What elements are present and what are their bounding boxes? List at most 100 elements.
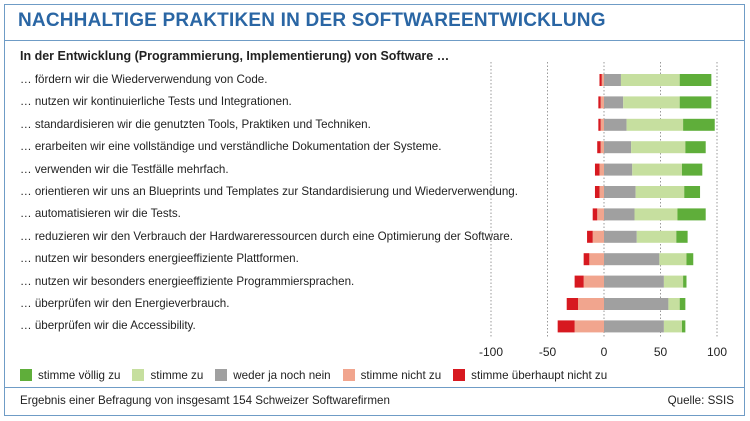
bar-segment-stimme-ueberhaupt-nicht-zu [583, 253, 590, 266]
bar-segment-stimme-ueberhaupt-nicht-zu [598, 96, 601, 109]
bar-segment-weder-noch [604, 230, 637, 243]
bar-segment-stimme-ueberhaupt-nicht-zu [594, 163, 600, 176]
x-tick-label: -100 [478, 345, 504, 359]
bar-segment-weder-noch [604, 275, 664, 288]
bar-segment-stimme-voellig-zu [681, 320, 686, 333]
bar-segment-stimme-zu [636, 230, 677, 243]
legend-swatch [453, 369, 466, 381]
category-label: … erarbeiten wir eine vollständige und v… [20, 140, 442, 154]
bar-segment-weder-noch [604, 118, 627, 131]
legend-label: stimme überhaupt nicht zu [471, 368, 608, 382]
bar-segment-stimme-nicht-zu [597, 208, 604, 221]
bar-segment-weder-noch [604, 208, 635, 221]
survey-note: Ergebnis einer Befragung von insgesamt 1… [20, 394, 390, 407]
bar-segment-stimme-zu [631, 141, 686, 154]
legend-swatch [342, 369, 355, 381]
x-tick-label: 50 [653, 345, 668, 359]
bar-segment-stimme-voellig-zu [679, 74, 712, 86]
bar-segment-stimme-ueberhaupt-nicht-zu [566, 298, 579, 310]
bar-segment-stimme-ueberhaupt-nicht-zu [574, 275, 584, 288]
legend-label: stimme zu [150, 368, 204, 382]
bar-segment-stimme-zu [668, 298, 680, 310]
bar-segment-weder-noch [604, 163, 633, 176]
bar-segment-stimme-ueberhaupt-nicht-zu [599, 74, 602, 86]
bar-segment-stimme-voellig-zu [681, 163, 703, 176]
bar-segment-stimme-zu [632, 163, 682, 176]
category-label: … nutzen wir kontinuierliche Tests und I… [20, 95, 292, 109]
bar-segment-weder-noch [604, 141, 632, 154]
legend-item: stimme völlig zu [20, 369, 120, 382]
bar-segment-stimme-ueberhaupt-nicht-zu [594, 186, 600, 198]
category-label: … fördern wir die Wiederverwendung von C… [20, 73, 268, 86]
bar-segment-weder-noch [604, 320, 664, 333]
legend-label: weder ja noch nein [233, 368, 331, 382]
bar-segment-stimme-voellig-zu [683, 275, 687, 288]
bar-segment-stimme-zu [620, 74, 680, 86]
legend-item: stimme nicht zu [342, 368, 442, 382]
bar-segment-stimme-nicht-zu [600, 141, 604, 154]
category-label: … verwenden wir die Testfälle mehrfach. [20, 162, 229, 176]
legend-item: stimme zu [132, 369, 203, 382]
bar-segment-stimme-nicht-zu [601, 74, 604, 86]
legend-swatch [215, 369, 228, 381]
bar-segment-stimme-nicht-zu [583, 275, 604, 288]
bar-segment-stimme-nicht-zu [592, 230, 604, 243]
bar-segment-stimme-nicht-zu [578, 298, 604, 310]
legend-label: stimme nicht zu [360, 368, 442, 382]
category-label: … nutzen wir besonders energieeffiziente… [20, 252, 299, 266]
bar-segment-stimme-voellig-zu [679, 298, 686, 310]
bar-segment-stimme-nicht-zu [600, 96, 604, 109]
bar-segment-stimme-voellig-zu [685, 141, 706, 154]
bar-segment-stimme-ueberhaupt-nicht-zu [592, 208, 598, 221]
category-label: … standardisieren wir die genutzten Tool… [20, 117, 371, 131]
x-tick-label: 100 [706, 345, 728, 359]
bar-segment-stimme-nicht-zu [599, 163, 604, 176]
x-tick-label: -50 [538, 345, 557, 359]
bar-segment-stimme-ueberhaupt-nicht-zu [597, 141, 601, 154]
bar-segment-stimme-ueberhaupt-nicht-zu [587, 230, 593, 243]
bar-segment-stimme-zu [663, 320, 682, 333]
category-label: … überprüfen wir den Energieverbrauch. [20, 297, 230, 310]
bar-segment-stimme-voellig-zu [677, 208, 706, 221]
bar-segment-stimme-voellig-zu [676, 230, 688, 243]
bar-segment-stimme-ueberhaupt-nicht-zu [557, 320, 575, 333]
bar-segment-stimme-zu [663, 275, 684, 288]
source-credit: Quelle: SSIS [667, 394, 734, 407]
bar-segment-stimme-voellig-zu [683, 118, 715, 131]
bar-segment-stimme-nicht-zu [600, 118, 604, 131]
legend-swatch [20, 369, 32, 381]
bar-segment-stimme-zu [626, 118, 684, 131]
category-label: … automatisieren wir die Tests. [20, 207, 181, 221]
category-label: … nutzen wir besonders energieeffiziente… [20, 274, 355, 288]
bar-segment-stimme-voellig-zu [686, 253, 694, 266]
bar-segment-weder-noch [604, 96, 624, 109]
x-tick-label: 0 [600, 345, 608, 359]
bar-segment-stimme-voellig-zu [679, 96, 712, 109]
footer-divider [4, 387, 745, 388]
bar-segment-weder-noch [604, 186, 636, 198]
bar-segment-stimme-nicht-zu [589, 253, 604, 266]
chart-subtitle: In der Entwicklung (Programmierung, Impl… [20, 49, 450, 63]
legend-item: stimme überhaupt nicht zu [453, 369, 607, 382]
bar-segment-stimme-zu [635, 186, 685, 198]
chart-legend: stimme völlig zu stimme zu weder ja noch n… [20, 368, 619, 382]
legend-label: stimme völlig zu [38, 368, 121, 382]
bar-segment-stimme-nicht-zu [599, 186, 604, 198]
bar-segment-stimme-zu [623, 96, 680, 109]
legend-swatch [132, 369, 145, 381]
category-label: … reduzieren wir den Verbrauch der Hardw… [20, 229, 513, 243]
bar-segment-weder-noch [604, 74, 621, 86]
title-divider [4, 40, 745, 41]
category-label: … orientieren wir uns an Blueprints und … [20, 185, 518, 198]
chart-title: NACHHALTIGE PRAKTIKEN IN DER SOFTWAREENT… [18, 10, 606, 31]
bar-segment-stimme-ueberhaupt-nicht-zu [598, 118, 601, 131]
bar-segment-weder-noch [604, 298, 669, 310]
bar-segment-stimme-nicht-zu [574, 320, 604, 333]
bar-segment-stimme-voellig-zu [684, 186, 701, 198]
bar-segment-weder-noch [604, 253, 660, 266]
bar-segment-stimme-zu [659, 253, 687, 266]
legend-item: weder ja noch nein [215, 368, 331, 382]
bar-segment-stimme-zu [634, 208, 678, 221]
category-label: … überprüfen wir die Accessibility. [20, 319, 196, 333]
